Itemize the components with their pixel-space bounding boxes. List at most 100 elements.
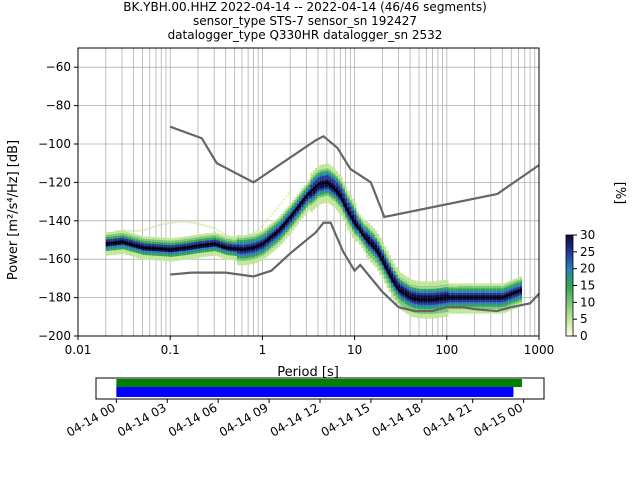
density-cell (446, 286, 449, 290)
density-cell (216, 251, 219, 255)
density-cell (349, 222, 352, 226)
density-cell (384, 278, 387, 282)
density-cell (409, 299, 412, 303)
density-cell (372, 253, 375, 256)
density-cell (436, 280, 440, 284)
density-cell-low (225, 234, 228, 237)
density-cell (280, 220, 283, 224)
density-cell-low (430, 287, 433, 289)
density-cell (503, 305, 506, 309)
density-cell (310, 202, 313, 206)
density-cell (439, 289, 442, 293)
density-cell (409, 297, 412, 301)
density-cell (220, 255, 224, 258)
density-cell (167, 244, 171, 248)
density-cell (395, 267, 398, 270)
density-cell (292, 221, 295, 224)
density-cell (340, 179, 343, 182)
density-cell (140, 256, 143, 259)
density-cell (469, 285, 472, 289)
density-cell (347, 190, 350, 194)
density-cell (112, 236, 115, 239)
density-cell (121, 230, 125, 234)
density-cell (177, 258, 180, 261)
density-cell (420, 299, 424, 303)
density-cell (128, 253, 132, 256)
density-cell (519, 301, 523, 305)
density-cell (480, 294, 483, 298)
density-cell (367, 255, 371, 258)
density-cell (250, 245, 253, 249)
density-cell (227, 241, 230, 244)
density-cell (409, 306, 412, 310)
density-cell (390, 275, 394, 279)
density-cell (105, 243, 109, 247)
density-cell (457, 294, 460, 298)
density-cell (342, 181, 345, 185)
density-cell (142, 245, 145, 249)
density-cell (315, 191, 318, 194)
density-cell (312, 197, 316, 201)
density-cell (363, 228, 366, 231)
density-cell (342, 197, 345, 201)
density-cell (423, 315, 426, 319)
density-cell (418, 311, 421, 314)
density-cell (137, 244, 141, 247)
density-cell (216, 249, 219, 252)
density-cell (280, 216, 283, 219)
density-cell (273, 227, 276, 230)
density-cell (436, 310, 440, 314)
density-cell-low (446, 285, 449, 288)
density-cell (367, 257, 371, 261)
density-cell (512, 288, 516, 291)
density-cell (303, 210, 306, 214)
density-cell (278, 232, 281, 236)
density-cell (324, 191, 327, 195)
density-cell (515, 301, 518, 304)
density-cell (211, 248, 214, 252)
density-cell (310, 174, 313, 178)
density-cell (386, 280, 389, 284)
density-cell (492, 306, 495, 310)
density-cell (459, 308, 463, 312)
density-cell (324, 166, 327, 169)
density-cell (225, 236, 228, 239)
density-cell (285, 231, 288, 235)
density-cell (372, 255, 375, 259)
density-cell (112, 240, 115, 244)
density-cell (326, 200, 329, 203)
density-cell (326, 167, 329, 171)
density-cell (354, 235, 357, 238)
density-cell-low (395, 272, 398, 275)
density-cell-low (158, 223, 161, 226)
density-cell (331, 196, 334, 200)
density-cell (312, 200, 316, 203)
density-cell (372, 244, 375, 247)
density-cell (250, 238, 253, 242)
density-cell (183, 252, 187, 256)
density-cell (273, 229, 276, 233)
density-cell (328, 190, 332, 193)
density-cell (335, 200, 339, 204)
density-cell (252, 247, 256, 251)
density-cell (480, 285, 483, 289)
density-cell (117, 251, 120, 255)
density-cell (473, 304, 477, 307)
density-cell (298, 200, 302, 204)
density-cell (303, 185, 306, 188)
density-cell (487, 306, 490, 310)
density-cell (441, 291, 444, 295)
density-cell (515, 282, 518, 286)
density-cell (142, 240, 145, 244)
density-cell (496, 283, 500, 287)
density-cell (363, 221, 366, 224)
density-cell (278, 221, 281, 224)
density-cell (292, 218, 295, 222)
density-cell (213, 241, 217, 245)
density-cell (236, 234, 240, 238)
density-cell (409, 278, 412, 282)
density-cell (137, 248, 141, 252)
density-cell (487, 311, 490, 314)
density-cell (110, 245, 113, 249)
density-cell (271, 247, 274, 251)
